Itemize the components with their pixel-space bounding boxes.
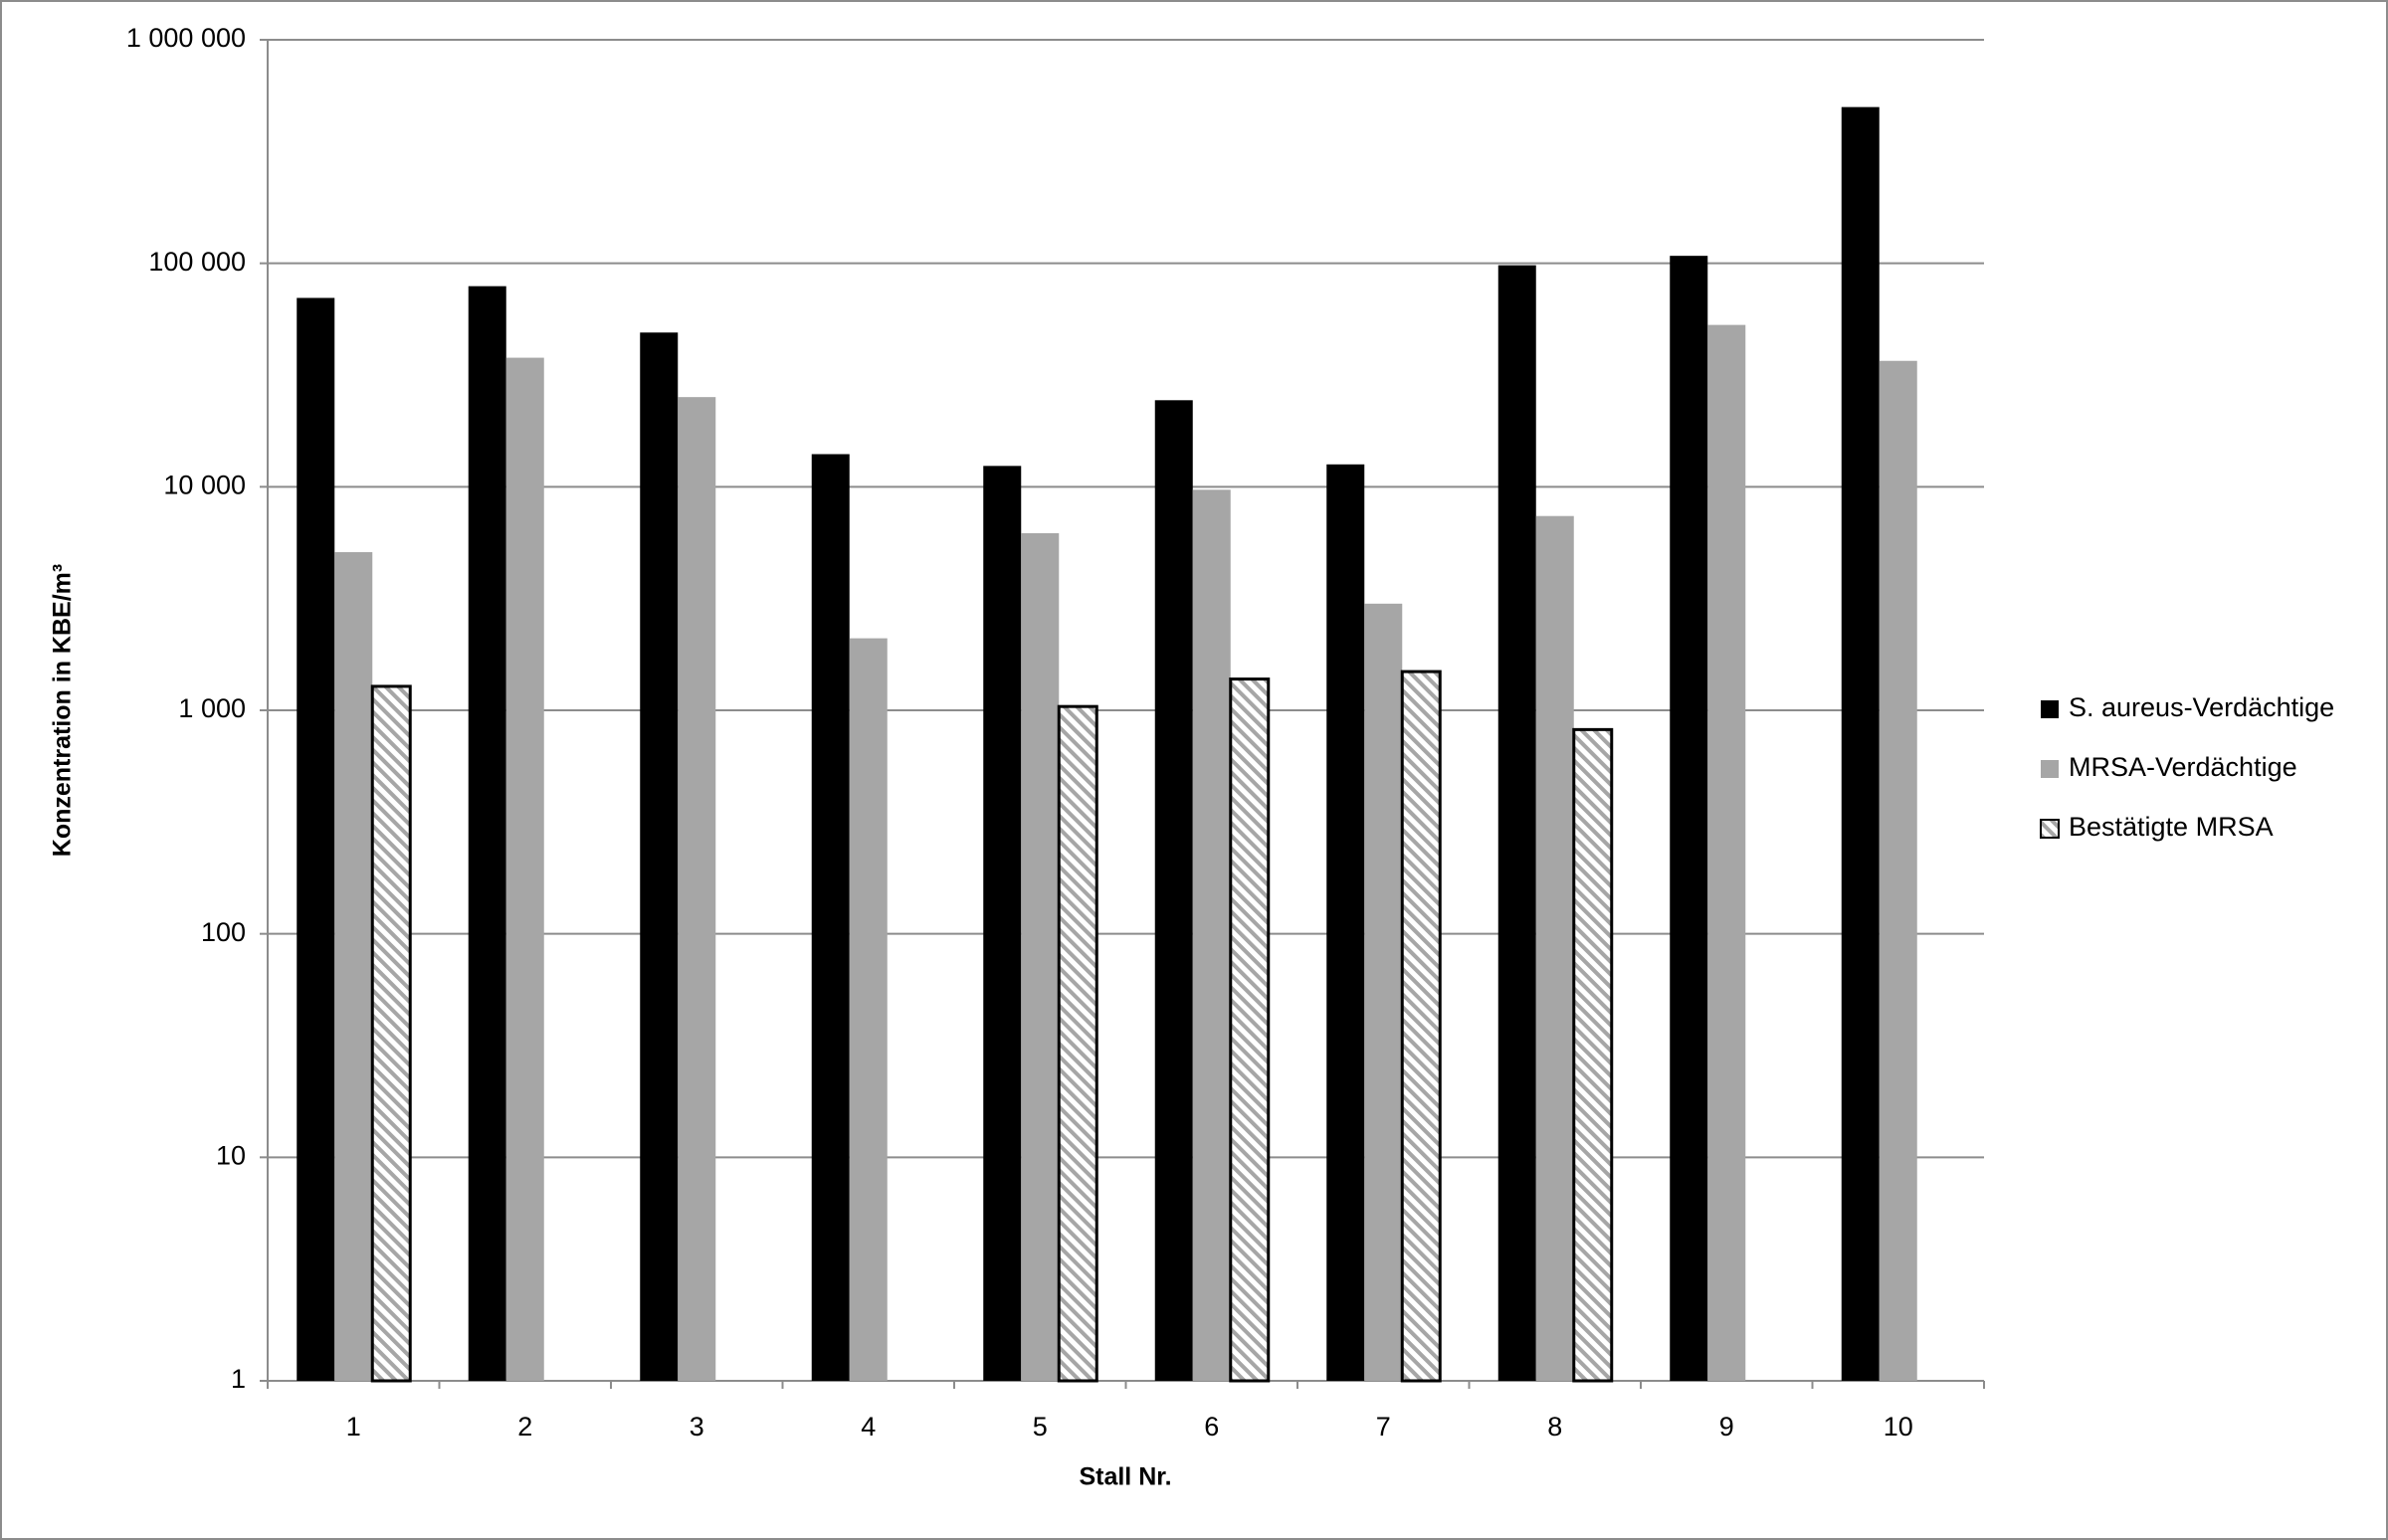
bar — [468, 286, 506, 1381]
legend-label: S. aureus-Verdächtige — [2069, 692, 2334, 722]
bar — [640, 332, 679, 1381]
x-tick-label: 3 — [690, 1412, 704, 1442]
bar — [1229, 677, 1271, 1383]
bar — [1879, 360, 1917, 1381]
bar — [983, 466, 1022, 1381]
y-tick-label: 1 — [231, 1364, 246, 1394]
bar — [849, 638, 888, 1381]
bar — [1707, 324, 1746, 1382]
y-tick-label: 100 — [201, 917, 246, 947]
x-tick-label: 1 — [346, 1412, 361, 1442]
bar — [1497, 265, 1536, 1381]
bar — [334, 552, 373, 1381]
x-tick-label: 10 — [1884, 1412, 1913, 1442]
bar — [1364, 603, 1403, 1381]
bar — [1326, 464, 1365, 1381]
x-tick-label: 7 — [1376, 1412, 1391, 1442]
x-axis-label: Stall Nr. — [1079, 1463, 1171, 1491]
bar — [1400, 670, 1442, 1383]
bar — [1535, 515, 1574, 1381]
legend-label: MRSA-Verdächtige — [2069, 752, 2297, 782]
bar — [505, 357, 544, 1381]
legend-swatch — [2041, 700, 2059, 718]
bar — [1154, 400, 1193, 1381]
y-axis-label: Konzentration in KBE/m³ — [49, 564, 77, 857]
x-tick-label: 5 — [1033, 1412, 1048, 1442]
x-tick-label: 6 — [1204, 1412, 1219, 1442]
y-tick-label: 1 000 000 — [126, 23, 246, 53]
y-tick-label: 1 000 — [178, 693, 246, 723]
x-tick-label: 9 — [1719, 1412, 1734, 1442]
bar — [1057, 704, 1098, 1383]
bar — [811, 454, 850, 1381]
y-tick-label: 100 000 — [148, 247, 246, 277]
bar — [1021, 532, 1060, 1381]
legend-swatch — [2040, 819, 2060, 839]
bar — [1192, 489, 1231, 1381]
bar — [297, 297, 335, 1381]
x-tick-label: 2 — [517, 1412, 532, 1442]
legend-swatch — [2041, 760, 2059, 778]
y-tick-label: 10 000 — [163, 470, 246, 499]
x-tick-label: 4 — [861, 1412, 876, 1442]
y-tick-label: 10 — [216, 1140, 246, 1170]
bar — [1572, 727, 1614, 1383]
bar — [1841, 106, 1880, 1382]
legend-label: Bestätigte MRSA — [2069, 812, 2274, 842]
x-tick-label: 8 — [1547, 1412, 1562, 1442]
bar — [370, 684, 412, 1383]
bar — [678, 397, 716, 1382]
bar — [1670, 256, 1708, 1381]
